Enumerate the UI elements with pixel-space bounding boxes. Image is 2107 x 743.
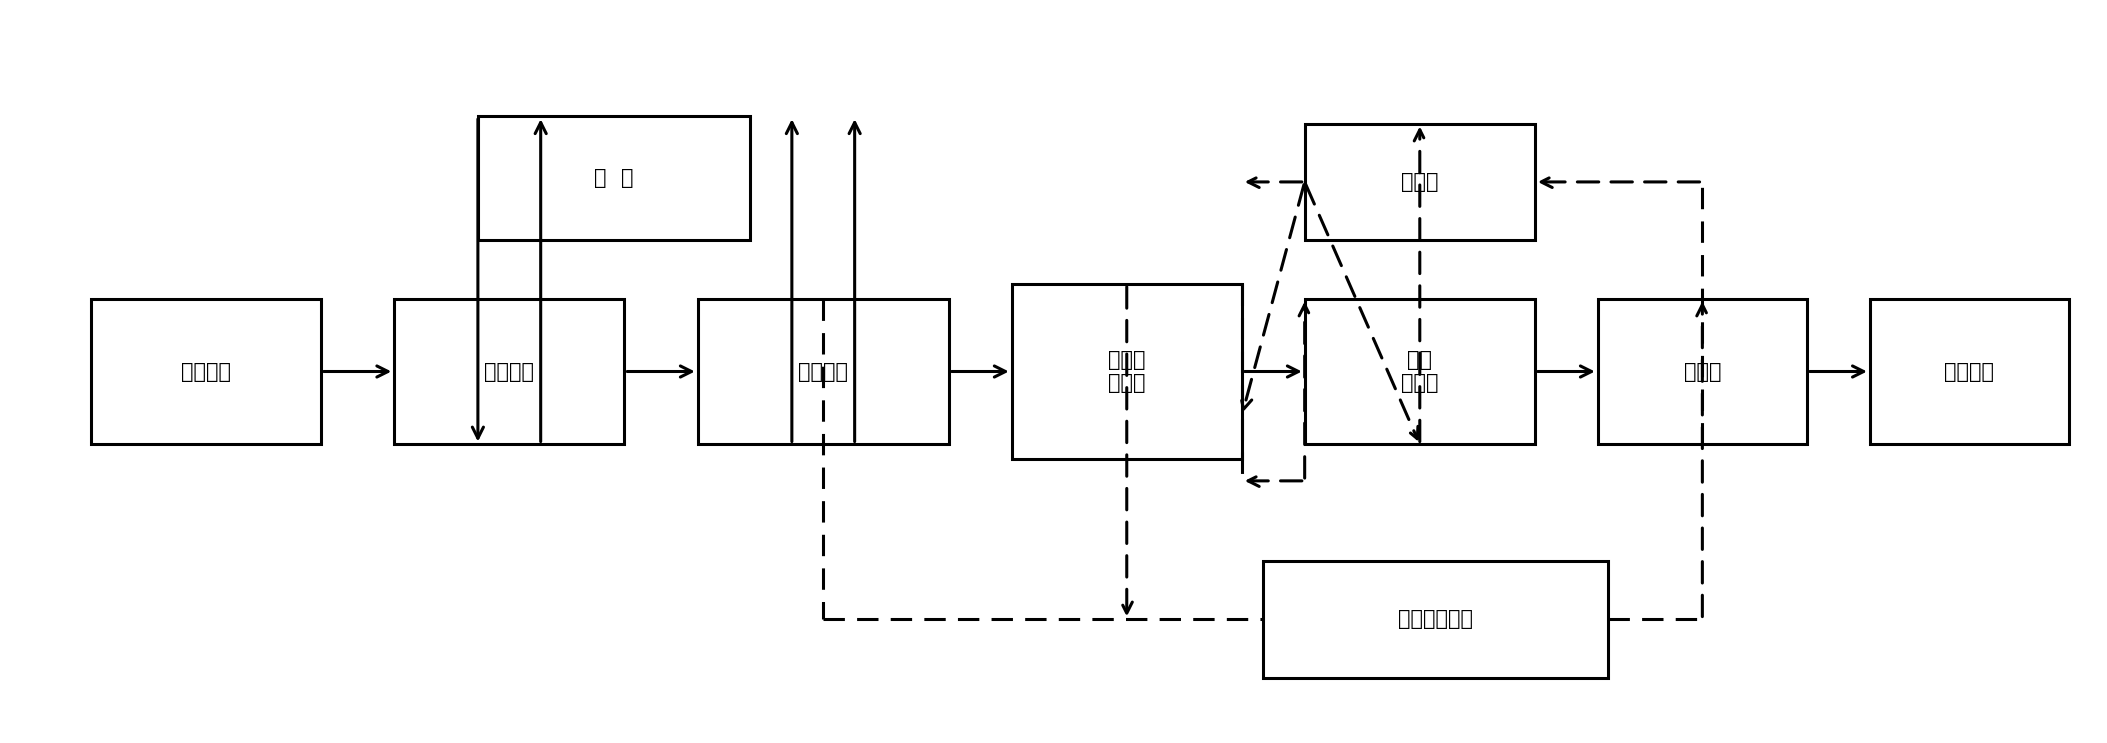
Text: 水  箱: 水 箱 [594,168,634,188]
Text: 加热器: 加热器 [1401,172,1439,192]
Text: 流化床
结晶器: 流化床 结晶器 [1108,350,1146,393]
Text: 冷却器: 冷却器 [1683,362,1721,381]
Text: 聚酯产品: 聚酯产品 [1945,362,1993,381]
Bar [91,299,320,444]
Bar [1262,561,1608,678]
Text: 缩聚
反应器: 缩聚 反应器 [1401,350,1439,393]
Bar [394,299,624,444]
Text: 水下切粒: 水下切粒 [485,362,535,381]
Bar [1304,123,1534,240]
Bar [1597,299,1808,444]
Bar [1869,299,2069,444]
Text: 分离干燥: 分离干燥 [799,362,849,381]
Bar [697,299,948,444]
Bar [478,117,750,240]
Bar [1304,299,1534,444]
Bar [1011,284,1241,459]
Text: 氮气净化系统: 氮气净化系统 [1397,609,1473,629]
Text: 聚酯熔体: 聚酯熔体 [181,362,232,381]
